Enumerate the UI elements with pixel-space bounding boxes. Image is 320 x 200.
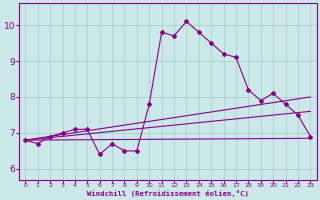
X-axis label: Windchill (Refroidissement éolien,°C): Windchill (Refroidissement éolien,°C) [87, 190, 249, 197]
